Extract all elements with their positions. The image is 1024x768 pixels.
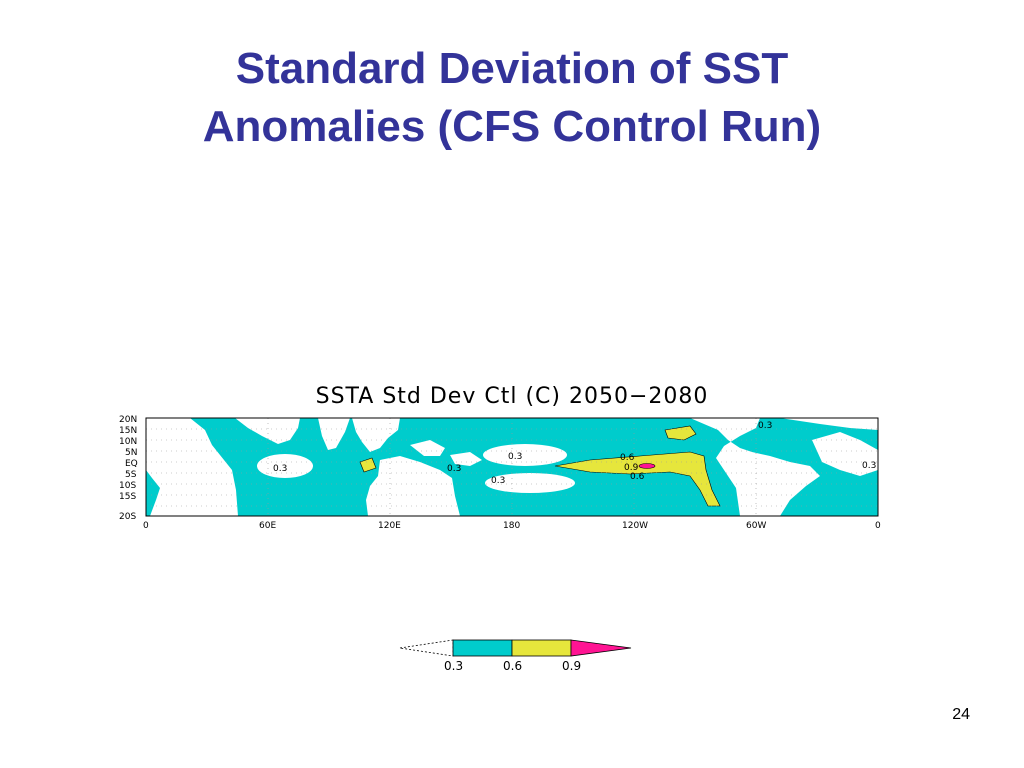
lat-label: EQ	[125, 459, 138, 469]
slide-title-line-1: Standard Deviation of SST	[235, 44, 789, 93]
india-land	[318, 418, 350, 450]
arabia-land	[235, 418, 300, 444]
lat-label: 5S	[125, 470, 137, 480]
lat-label: 15N	[119, 426, 137, 436]
americas-land	[690, 418, 820, 516]
lat-label: 5N	[125, 448, 137, 458]
australia-land	[366, 456, 460, 516]
legend-label: 0.6	[503, 659, 522, 673]
map-frame	[145, 417, 879, 517]
color-legend: 0.3 0.6 0.9	[399, 639, 632, 673]
yellow-tongue	[554, 451, 721, 507]
contour-label: 0.3	[273, 464, 287, 474]
lat-label: 10S	[119, 481, 136, 491]
contour-label: 0.3	[758, 421, 772, 431]
lat-label: 20N	[119, 415, 137, 425]
north-atlantic-low	[780, 418, 878, 430]
africa-land	[146, 418, 238, 516]
lon-label: 60W	[746, 521, 766, 531]
contour-label: 0.3	[508, 452, 522, 462]
yellow-patch-west	[359, 457, 377, 473]
contour-label: 0.3	[447, 464, 461, 474]
legend-label: 0.3	[444, 659, 463, 673]
slide-title: Standard Deviation of SST Anomalies (CFS…	[0, 40, 1024, 156]
lon-label: 120E	[378, 521, 401, 531]
map-grid	[146, 418, 878, 516]
legend-yellow-box	[511, 639, 572, 657]
lat-axis: 20N 15N 10N 5N EQ 5S 10S 15S 20S	[119, 415, 138, 522]
legend-label: 0.9	[562, 659, 581, 673]
sst-map: 0.3 0.3 0.3 0.3 0.6 0.9 0.6 0.3 0.3	[145, 417, 879, 517]
legend-low-triangle	[399, 639, 454, 657]
contour-label: 0.3	[862, 461, 876, 471]
slide-title-line-2: Anomalies (CFS Control Run)	[202, 102, 822, 151]
pacific-north-low	[483, 444, 567, 466]
yellow-patch-north	[664, 425, 697, 441]
north-pacific-band	[468, 418, 700, 446]
lon-label: 0	[143, 521, 149, 531]
seasia-land	[352, 418, 400, 452]
contour-label: 0.9	[624, 463, 639, 473]
legend-cyan-box	[452, 639, 513, 657]
magenta-core	[638, 463, 656, 469]
newguinea-land	[450, 452, 482, 466]
borneo-land	[410, 440, 445, 456]
lon-label: 120W	[622, 521, 648, 531]
lat-label: 10N	[119, 437, 137, 447]
indian-ocean-low	[257, 454, 313, 478]
contour-label: 0.3	[491, 476, 505, 486]
pacific-south-low	[485, 473, 575, 493]
legend-high-triangle	[570, 639, 632, 657]
page-number: 24	[952, 706, 970, 723]
lat-label: 15S	[119, 492, 136, 502]
contour-label: 0.6	[630, 472, 645, 482]
lon-label: 180	[503, 521, 520, 531]
atlantic-low	[812, 432, 878, 476]
lon-axis: 0 60E 120E 180 120W 60W 0	[143, 521, 881, 531]
lat-label: 20S	[119, 512, 136, 522]
lon-label: 0	[875, 521, 881, 531]
map-title: SSTA Std Dev Ctl (C) 2050−2080	[315, 384, 709, 409]
lon-label: 60E	[259, 521, 276, 531]
contour-label: 0.6	[620, 453, 635, 463]
